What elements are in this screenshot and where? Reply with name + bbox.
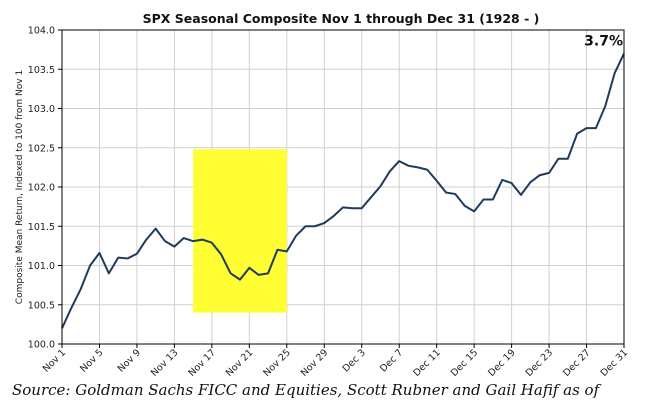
- source-caption: Source: Goldman Sachs FICC and Equities,…: [12, 381, 600, 399]
- highlight-region: [193, 149, 287, 313]
- x-tick-label: Nov 21: [224, 347, 256, 379]
- x-tick-label: Dec 31: [599, 347, 630, 378]
- x-tick-label: Nov 1: [41, 347, 68, 374]
- y-tick-label: 101.0: [28, 261, 55, 272]
- x-tick-label: Dec 27: [561, 347, 592, 378]
- x-tick-label: Nov 9: [116, 347, 143, 374]
- x-tick-label: Dec 7: [378, 347, 405, 374]
- x-axis: Nov 1 Nov 5 Nov 9 Nov 13 Nov 17 Nov 21 Nov 25 N…: [41, 344, 630, 379]
- x-tick-label: Dec 19: [486, 347, 517, 378]
- x-tick-label: Nov 17: [186, 347, 218, 379]
- chart-title: SPX Seasonal Composite Nov 1 through Dec…: [143, 11, 540, 26]
- grid-lines: [61, 29, 625, 345]
- y-axis: 100.0 100.5 101.0 101.5 102.0 102.5 103.0 103.5…: [28, 26, 62, 351]
- x-tick-label: Nov 29: [299, 347, 331, 379]
- x-tick-label: Dec 23: [524, 347, 555, 378]
- x-tick-label: Dec 15: [449, 347, 480, 378]
- y-axis-label: Composite Mean Return, Indexed to 100 fr…: [15, 70, 25, 304]
- y-tick-label: 104.0: [28, 26, 55, 37]
- series-line: [61, 53, 625, 329]
- y-tick-label: 101.5: [28, 222, 55, 233]
- x-tick-label: Nov 25: [261, 347, 293, 379]
- y-tick-label: 100.0: [28, 340, 55, 351]
- y-tick-label: 103.0: [28, 104, 55, 115]
- seasonal-line-chart: SPX Seasonal Composite Nov 1 through Dec…: [15, 11, 630, 379]
- y-tick-label: 103.5: [28, 65, 55, 76]
- end-value-label: 3.7%: [584, 34, 623, 50]
- x-tick-label: Dec 3: [341, 347, 368, 374]
- x-tick-label: Nov 13: [149, 347, 181, 379]
- y-tick-label: 100.5: [28, 300, 55, 311]
- x-tick-label: Nov 5: [78, 347, 105, 374]
- y-tick-label: 102.0: [28, 183, 55, 194]
- x-tick-label: Dec 11: [411, 347, 442, 378]
- y-tick-label: 102.5: [28, 143, 55, 154]
